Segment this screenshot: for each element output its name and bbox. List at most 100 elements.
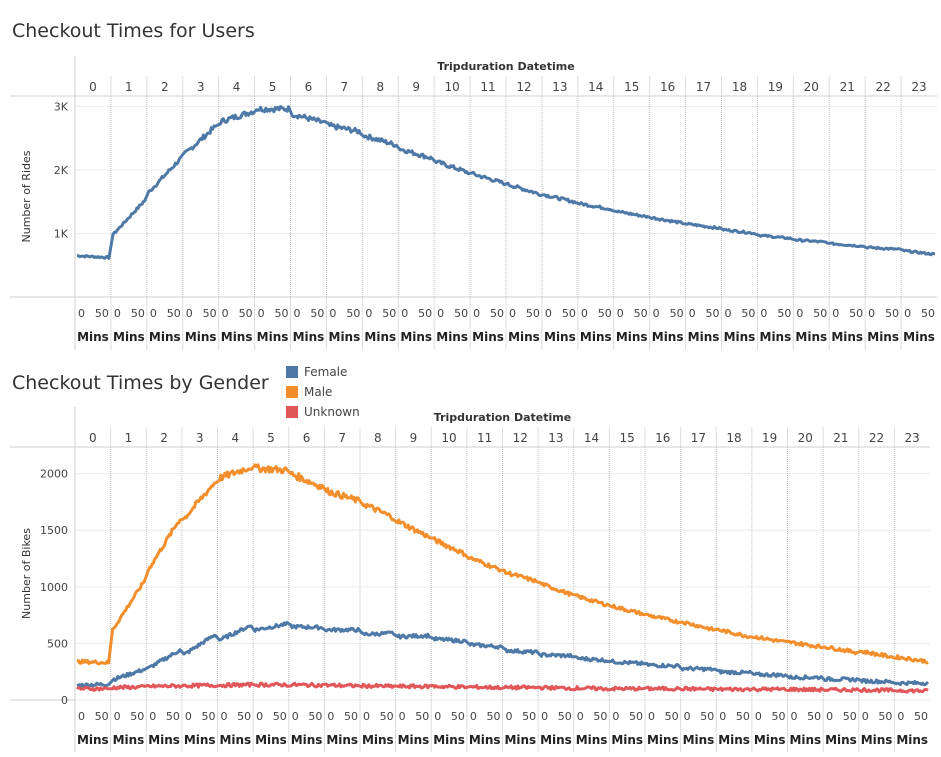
minute-tick-label: 50	[346, 307, 360, 320]
series-line-unknown	[76, 681, 929, 694]
minute-tick-label: 0	[222, 307, 229, 320]
hour-label: 6	[305, 80, 313, 94]
minute-tick-label: 0	[78, 307, 85, 320]
hour-label: 13	[552, 80, 567, 94]
unit-label: Mins	[149, 330, 181, 344]
minute-tick-label: 50	[813, 307, 827, 320]
minute-tick-label: 50	[415, 710, 429, 723]
minute-tick-label: 50	[914, 710, 928, 723]
minute-tick-label: 50	[634, 307, 648, 320]
hour-label: 1	[125, 431, 133, 445]
minute-tick-label: 0	[365, 307, 372, 320]
minute-tick-label: 50	[239, 307, 253, 320]
hour-label: 10	[444, 80, 459, 94]
minute-tick-label: 0	[470, 710, 477, 723]
minute-tick-label: 50	[593, 710, 607, 723]
hour-label: 0	[89, 431, 97, 445]
minute-tick-label: 50	[522, 710, 536, 723]
series-line-male	[76, 463, 929, 666]
unit-label: Mins	[504, 733, 536, 747]
unit-label: Mins	[861, 733, 893, 747]
unit-label: Mins	[291, 733, 323, 747]
hour-label: 22	[875, 80, 890, 94]
unit-label: Mins	[472, 330, 504, 344]
hour-label: 16	[660, 80, 675, 94]
minute-tick-label: 50	[166, 710, 180, 723]
hour-label: 4	[233, 80, 241, 94]
minute-tick-label: 0	[755, 710, 762, 723]
legend-item-female[interactable]: Female	[286, 362, 360, 382]
unit-label: Mins	[896, 733, 928, 747]
unit-label: Mins	[293, 330, 325, 344]
minute-tick-label: 50	[382, 307, 396, 320]
minute-tick-label: 0	[186, 307, 193, 320]
unit-label: Mins	[436, 330, 468, 344]
hour-label: 18	[726, 431, 741, 445]
minute-tick-label: 0	[401, 307, 408, 320]
y-tick-label: 0	[61, 694, 68, 707]
unit-label: Mins	[364, 330, 396, 344]
hour-label: 21	[833, 431, 848, 445]
y-tick-label: 500	[47, 637, 68, 650]
hour-label: 5	[269, 80, 277, 94]
minute-tick-label: 0	[796, 307, 803, 320]
minute-tick-label: 50	[95, 307, 109, 320]
minute-tick-label: 50	[526, 307, 540, 320]
minute-tick-label: 0	[862, 710, 869, 723]
minute-tick-label: 50	[131, 307, 145, 320]
hour-label: 0	[89, 80, 97, 94]
minute-tick-label: 0	[185, 710, 192, 723]
minute-tick-label: 50	[344, 710, 358, 723]
minute-tick-label: 0	[719, 710, 726, 723]
minute-tick-label: 50	[418, 307, 432, 320]
chart-title-users: Checkout Times for Users	[12, 20, 255, 42]
hour-label: 6	[303, 431, 311, 445]
unit-label: Mins	[185, 330, 217, 344]
unit-label: Mins	[148, 733, 180, 747]
minute-tick-label: 50	[706, 307, 720, 320]
hour-label: 15	[620, 431, 635, 445]
minute-tick-label: 50	[849, 307, 863, 320]
minute-tick-label: 50	[878, 710, 892, 723]
minute-tick-label: 0	[327, 710, 334, 723]
minute-tick-label: 0	[577, 710, 584, 723]
minute-tick-label: 0	[150, 307, 157, 320]
hour-label: 18	[732, 80, 747, 94]
minute-tick-label: 0	[363, 710, 370, 723]
hour-label: 23	[911, 80, 926, 94]
unit-label: Mins	[724, 330, 756, 344]
hour-label: 8	[374, 431, 382, 445]
minute-tick-label: 50	[598, 307, 612, 320]
hour-label: 11	[480, 80, 495, 94]
series-line-female	[76, 621, 930, 688]
unit-label: Mins	[398, 733, 430, 747]
hour-label: 10	[441, 431, 456, 445]
unit-label: Mins	[544, 330, 576, 344]
legend-item-male[interactable]: Male	[286, 382, 360, 402]
unit-label: Mins	[647, 733, 679, 747]
minute-tick-label: 50	[807, 710, 821, 723]
minute-tick-label: 0	[791, 710, 798, 723]
legend-item-unknown[interactable]: Unknown	[286, 402, 360, 422]
unit-label: Mins	[113, 330, 145, 344]
minute-tick-label: 0	[437, 307, 444, 320]
minute-tick-label: 0	[617, 307, 624, 320]
unit-label: Mins	[433, 733, 465, 747]
unit-label: Mins	[611, 733, 643, 747]
unit-label: Mins	[760, 330, 792, 344]
minute-tick-label: 0	[434, 710, 441, 723]
unit-label: Mins	[400, 330, 432, 344]
hour-label: 5	[267, 431, 275, 445]
hour-label: 2	[160, 431, 168, 445]
legend-label-male: Male	[304, 385, 333, 399]
hour-label: 19	[762, 431, 777, 445]
minute-tick-label: 50	[167, 307, 181, 320]
y-tick-label: 2000	[40, 468, 68, 481]
hour-label: 12	[513, 431, 528, 445]
unit-label: Mins	[113, 733, 145, 747]
hour-label: 1	[125, 80, 133, 94]
minute-tick-label: 0	[509, 307, 516, 320]
unit-label: Mins	[329, 330, 361, 344]
hour-label: 14	[588, 80, 603, 94]
minute-tick-label: 50	[454, 307, 468, 320]
